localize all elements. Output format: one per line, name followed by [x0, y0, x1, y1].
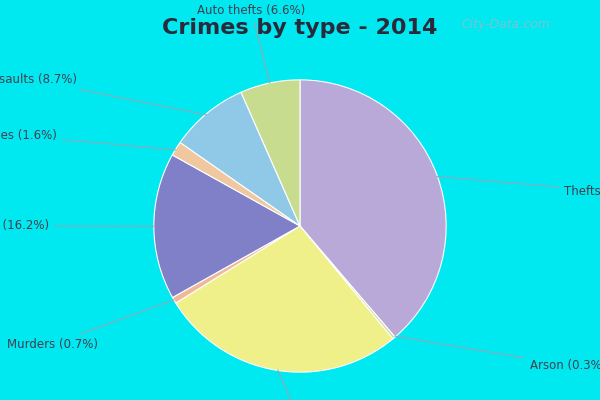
Wedge shape: [180, 92, 300, 226]
Text: City-Data.com: City-Data.com: [461, 18, 551, 31]
Wedge shape: [172, 142, 300, 226]
Text: Arson (0.3%): Arson (0.3%): [395, 336, 600, 372]
Wedge shape: [241, 80, 300, 226]
Wedge shape: [154, 155, 300, 298]
Text: Robberies (16.2%): Robberies (16.2%): [0, 220, 154, 232]
Wedge shape: [176, 226, 393, 372]
Text: Rapes (1.6%): Rapes (1.6%): [0, 129, 176, 150]
Text: Auto thefts (6.6%): Auto thefts (6.6%): [197, 4, 305, 83]
Text: Assaults (8.7%): Assaults (8.7%): [0, 73, 206, 115]
Wedge shape: [300, 226, 395, 339]
Text: Murders (0.7%): Murders (0.7%): [7, 300, 174, 351]
Wedge shape: [300, 80, 446, 337]
Wedge shape: [173, 226, 300, 303]
Text: Crimes by type - 2014: Crimes by type - 2014: [163, 18, 437, 38]
Text: Burglaries (27.1%): Burglaries (27.1%): [245, 370, 355, 400]
Text: Thefts (38.7%): Thefts (38.7%): [437, 177, 600, 198]
